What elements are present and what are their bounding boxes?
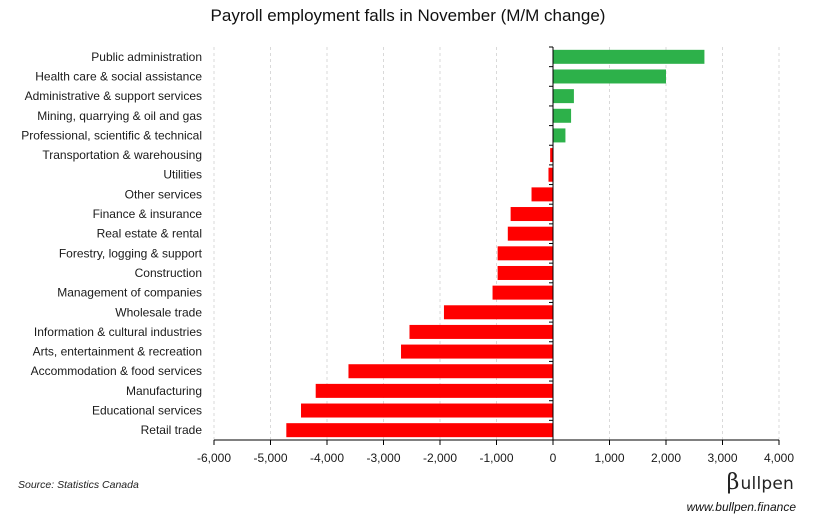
bar-chart: Public administration Health care & socia… xyxy=(21,46,794,465)
bar-administrative-support-services xyxy=(553,89,574,104)
bar-professional-scientific-technical xyxy=(553,128,566,143)
source-note: Source: Statistics Canada xyxy=(18,479,139,491)
category-label: Utilities xyxy=(163,168,202,182)
category-label: Professional, scientific & technical xyxy=(21,128,202,142)
x-tick-label: -1,000 xyxy=(479,451,513,465)
category-label: Health care & social assistance xyxy=(35,69,202,83)
x-tick-label: 0 xyxy=(550,451,557,465)
category-label: Mining, quarrying & oil and gas xyxy=(37,109,202,123)
category-label: Construction xyxy=(135,266,202,280)
bar-utilities xyxy=(548,167,553,182)
bar-health-care-social-assistance xyxy=(553,69,666,84)
axes xyxy=(213,46,780,445)
bar-arts-entertainment-recreation xyxy=(401,344,553,359)
x-tick-label: -3,000 xyxy=(366,451,400,465)
category-label: Finance & insurance xyxy=(93,207,203,221)
bar-construction xyxy=(497,265,553,280)
category-label: Administrative & support services xyxy=(25,89,202,103)
website-url: www.bullpen.finance xyxy=(686,500,796,514)
category-label: Information & cultural industries xyxy=(34,325,202,339)
x-tick-label: -2,000 xyxy=(423,451,457,465)
bar-manufacturing xyxy=(315,383,553,398)
category-label: Real estate & rental xyxy=(97,227,202,241)
bar-retail-trade xyxy=(286,423,553,438)
x-tick-label: -5,000 xyxy=(253,451,287,465)
bar-transportation-warehousing xyxy=(550,148,553,163)
x-tick-label: 4,000 xyxy=(764,451,794,465)
category-label: Transportation & warehousing xyxy=(42,148,202,162)
bar-accommodation-food-services xyxy=(348,364,553,379)
category-label: Retail trade xyxy=(141,423,203,437)
category-label: Manufacturing xyxy=(126,384,202,398)
category-label: Public administration xyxy=(91,50,202,64)
bar-finance-insurance xyxy=(510,207,553,222)
chart-title: Payroll employment falls in November (M/… xyxy=(210,6,606,25)
category-label: Educational services xyxy=(92,404,202,418)
category-label: Wholesale trade xyxy=(115,305,202,319)
bar-forestry-logging-support xyxy=(497,246,553,261)
bar-wholesale-trade xyxy=(443,305,553,320)
tick-labels: -6,000 -5,000 -4,000 -3,000 -2,000 -1,000 0 1,0… xyxy=(197,451,794,465)
bar-public-administration xyxy=(553,49,705,64)
bars xyxy=(286,49,705,438)
grid-lines xyxy=(213,47,780,440)
x-tick-label: 3,000 xyxy=(707,451,737,465)
category-label: Arts, entertainment & recreation xyxy=(33,345,202,359)
bar-management-of-companies xyxy=(492,285,553,300)
x-tick-label: 1,000 xyxy=(594,451,624,465)
brand-logo: βullpen xyxy=(727,470,794,495)
x-tick-label: 2,000 xyxy=(651,451,681,465)
bar-information-cultural-industries xyxy=(409,324,553,339)
bar-other-services xyxy=(531,187,553,202)
category-label: Forestry, logging & support xyxy=(59,246,203,260)
category-label: Other services xyxy=(125,187,202,201)
x-tick-label: -4,000 xyxy=(310,451,344,465)
brand-name: ullpen xyxy=(740,474,794,494)
category-label: Management of companies xyxy=(57,286,202,300)
bar-educational-services xyxy=(301,403,553,418)
bar-mining-quarrying-oil-and-gas xyxy=(553,108,572,123)
category-labels: Public administration Health care & socia… xyxy=(21,50,202,437)
x-tick-label: -6,000 xyxy=(197,451,231,465)
bar-real-estate-rental xyxy=(507,226,553,241)
beta-logo-icon: β xyxy=(726,470,740,495)
category-label: Accommodation & food services xyxy=(31,364,202,378)
